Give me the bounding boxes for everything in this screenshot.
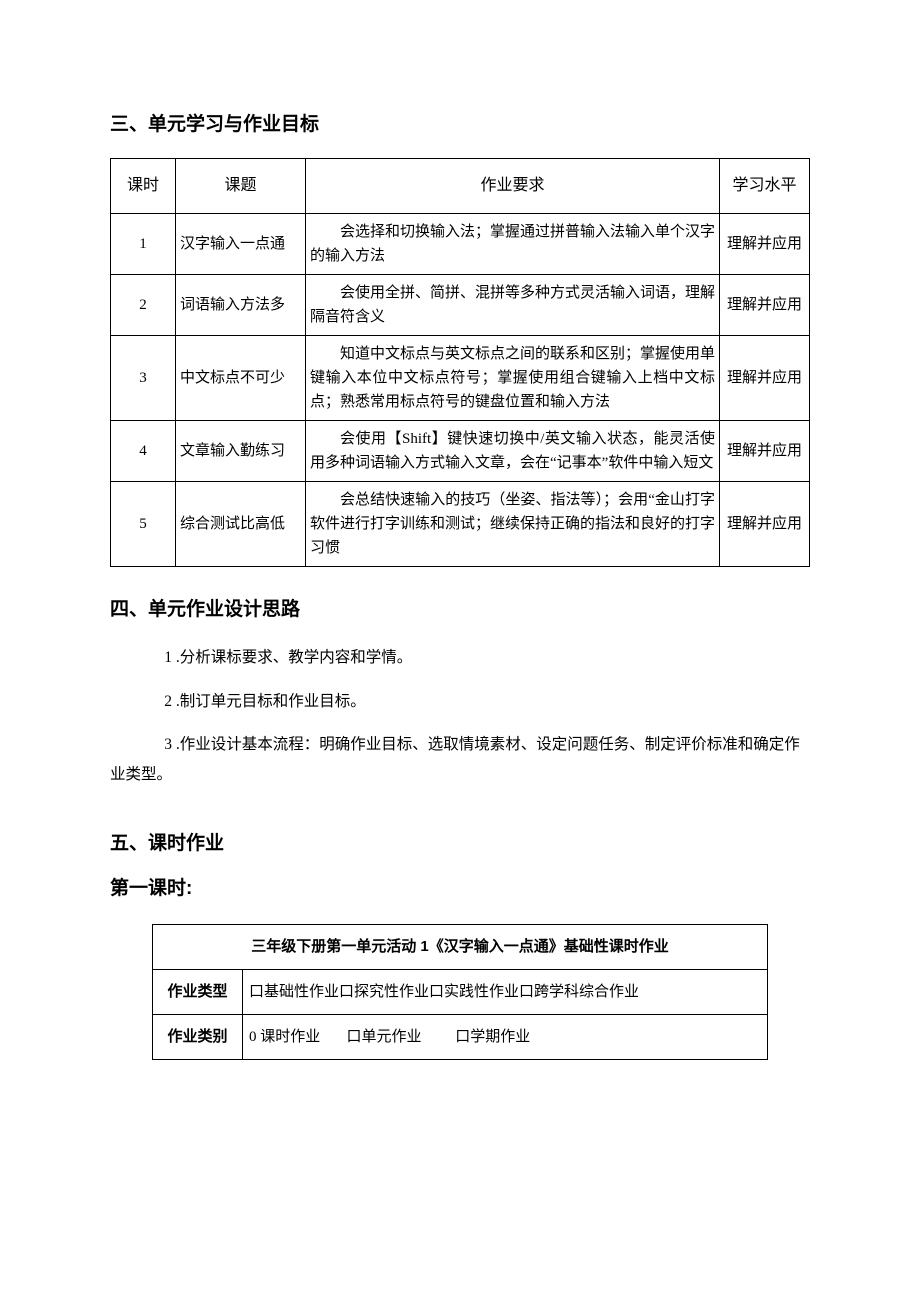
- list-item: 1 .分析课标要求、教学内容和学情。: [110, 643, 810, 672]
- section-4-heading: 四、单元作业设计思路: [110, 595, 810, 625]
- cell-topic: 词语输入方法多: [176, 274, 306, 335]
- cell-level: 理解并应用: [720, 213, 810, 274]
- cell-period: 3: [111, 335, 176, 420]
- cell-topic: 汉字输入一点通: [176, 213, 306, 274]
- assignment-title: 三年级下册第一单元活动 1《汉字输入一点通》基础性课时作业: [153, 924, 768, 969]
- th-level: 学习水平: [720, 159, 810, 214]
- cell-requirement: 会总结快速输入的技巧（坐姿、指法等）；会用“金山打字软件进行打字训练和测试；继续…: [306, 481, 720, 566]
- table-row: 2 词语输入方法多 会使用全拼、简拼、混拼等多种方式灵活输入词语，理解隔音符含义…: [111, 274, 810, 335]
- th-period: 课时: [111, 159, 176, 214]
- cell-period: 4: [111, 420, 176, 481]
- cell-requirement: 会使用【Shift】键快速切换中/英文输入状态，能灵活使用多种词语输入方式输入文…: [306, 420, 720, 481]
- cell-topic: 综合测试比高低: [176, 481, 306, 566]
- cell-period: 5: [111, 481, 176, 566]
- list-item-text: 3 .作业设计基本流程：明确作业目标、选取情境素材、设定问题任务、制定评价标准和…: [56, 730, 810, 789]
- cell-requirement-text: 会使用全拼、简拼、混拼等多种方式灵活输入词语，理解隔音符含义: [310, 281, 715, 329]
- options-text: 口基础性作业口探究性作业口实践性作业口跨学科综合作业: [249, 984, 639, 1000]
- th-requirement: 作业要求: [306, 159, 720, 214]
- assignment-category-options: 0 课时作业 口单元作业 口学期作业: [243, 1014, 768, 1059]
- cell-requirement-text: 会使用【Shift】键快速切换中/英文输入状态，能灵活使用多种词语输入方式输入文…: [310, 427, 715, 475]
- cell-level: 理解并应用: [720, 420, 810, 481]
- section-5-subheading: 第一课时:: [110, 874, 810, 904]
- cell-level: 理解并应用: [720, 481, 810, 566]
- cell-level: 理解并应用: [720, 274, 810, 335]
- table-header-row: 课时 课题 作业要求 学习水平: [111, 159, 810, 214]
- table-row: 4 文章输入勤练习 会使用【Shift】键快速切换中/英文输入状态，能灵活使用多…: [111, 420, 810, 481]
- section-3-heading: 三、单元学习与作业目标: [110, 110, 810, 140]
- cell-requirement: 知道中文标点与英文标点之间的联系和区别；掌握使用单键输入本位中文标点符号；掌握使…: [306, 335, 720, 420]
- table-row: 5 综合测试比高低 会总结快速输入的技巧（坐姿、指法等）；会用“金山打字软件进行…: [111, 481, 810, 566]
- cell-level: 理解并应用: [720, 335, 810, 420]
- list-item: 3 .作业设计基本流程：明确作业目标、选取情境素材、设定问题任务、制定评价标准和…: [110, 730, 810, 789]
- table-row: 作业类型 口基础性作业口探究性作业口实践性作业口跨学科综合作业: [153, 969, 768, 1014]
- assignment-type-options: 口基础性作业口探究性作业口实践性作业口跨学科综合作业: [243, 969, 768, 1014]
- options-text: 0 课时作业 口单元作业 口学期作业: [249, 1029, 530, 1045]
- table-row: 三年级下册第一单元活动 1《汉字输入一点通》基础性课时作业: [153, 924, 768, 969]
- assignment-type-label: 作业类型: [153, 969, 243, 1014]
- table-row: 作业类别 0 课时作业 口单元作业 口学期作业: [153, 1014, 768, 1059]
- list-item: 2 .制订单元目标和作业目标。: [110, 687, 810, 716]
- objectives-table: 课时 课题 作业要求 学习水平 1 汉字输入一点通 会选择和切换输入法；掌握通过…: [110, 158, 810, 567]
- assignment-table: 三年级下册第一单元活动 1《汉字输入一点通》基础性课时作业 作业类型 口基础性作…: [152, 924, 768, 1060]
- cell-requirement: 会选择和切换输入法；掌握通过拼普输入法输入单个汉字的输入方法: [306, 213, 720, 274]
- table-row: 3 中文标点不可少 知道中文标点与英文标点之间的联系和区别；掌握使用单键输入本位…: [111, 335, 810, 420]
- section-5-heading: 五、课时作业: [110, 829, 810, 859]
- cell-requirement-text: 会选择和切换输入法；掌握通过拼普输入法输入单个汉字的输入方法: [310, 220, 715, 268]
- cell-period: 2: [111, 274, 176, 335]
- assignment-category-label: 作业类别: [153, 1014, 243, 1059]
- cell-requirement-text: 会总结快速输入的技巧（坐姿、指法等）；会用“金山打字软件进行打字训练和测试；继续…: [310, 488, 715, 560]
- cell-topic: 中文标点不可少: [176, 335, 306, 420]
- cell-topic: 文章输入勤练习: [176, 420, 306, 481]
- th-topic: 课题: [176, 159, 306, 214]
- cell-requirement: 会使用全拼、简拼、混拼等多种方式灵活输入词语，理解隔音符含义: [306, 274, 720, 335]
- cell-requirement-text: 知道中文标点与英文标点之间的联系和区别；掌握使用单键输入本位中文标点符号；掌握使…: [310, 342, 715, 414]
- cell-period: 1: [111, 213, 176, 274]
- table-row: 1 汉字输入一点通 会选择和切换输入法；掌握通过拼普输入法输入单个汉字的输入方法…: [111, 213, 810, 274]
